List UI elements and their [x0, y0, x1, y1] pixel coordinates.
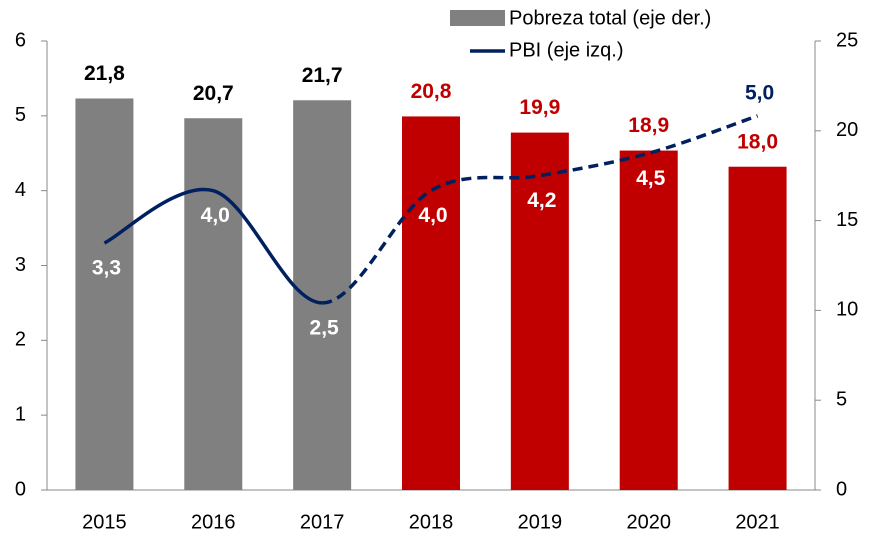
line — [103, 187, 323, 305]
x-tick-label: 2021 — [735, 511, 780, 533]
x-tick-label: 2018 — [409, 511, 454, 533]
legend-label: Pobreza total (eje der.) — [509, 7, 711, 29]
y2-tick-label: 0 — [836, 478, 847, 500]
y-tick-label: 2 — [15, 329, 26, 351]
bar — [728, 166, 787, 490]
legend-swatch — [450, 10, 505, 26]
bar-value-label: 19,9 — [519, 96, 560, 119]
bar — [510, 132, 569, 490]
line-value-label: 4,5 — [636, 167, 666, 190]
bar-value-label: 18,0 — [737, 130, 778, 153]
line-value-label: 4,0 — [418, 204, 447, 227]
y2-tick-label: 25 — [836, 29, 858, 51]
bar-value-label: 18,9 — [628, 114, 669, 137]
y-tick-label: 0 — [15, 478, 26, 500]
y2-tick-label: 15 — [836, 209, 858, 231]
y-tick-label: 5 — [15, 104, 26, 126]
line-value-label: 4,0 — [201, 204, 230, 227]
line-value-label: 3,3 — [92, 257, 121, 280]
x-tick-label: 2020 — [626, 511, 671, 533]
y-tick-label: 3 — [15, 254, 26, 276]
bar-value-label: 20,7 — [193, 82, 234, 105]
line-value-label: 2,5 — [310, 316, 340, 339]
y2-tick-label: 5 — [836, 388, 847, 410]
x-tick-label: 2015 — [82, 511, 127, 533]
y-tick-label: 4 — [15, 179, 26, 201]
x-tick-label: 2016 — [191, 511, 236, 533]
line-value-label: 5,0 — [745, 81, 774, 104]
bar-value-label: 21,8 — [84, 62, 125, 85]
bar — [75, 98, 134, 491]
y2-tick-label: 20 — [836, 119, 858, 141]
y-tick-label: 6 — [15, 29, 26, 51]
line-value-label: 4,2 — [527, 189, 556, 212]
bar-value-label: 20,8 — [411, 80, 452, 103]
y2-tick-label: 10 — [836, 299, 858, 321]
line-dashed — [321, 114, 759, 305]
x-tick-label: 2019 — [518, 511, 563, 533]
bar — [184, 118, 243, 490]
x-tick-label: 2017 — [300, 511, 345, 533]
bar-value-label: 21,7 — [302, 64, 343, 87]
bar — [402, 116, 460, 490]
legend-label: PBI (eje izq.) — [509, 39, 623, 61]
bar — [619, 150, 678, 490]
y-tick-label: 1 — [15, 403, 26, 425]
